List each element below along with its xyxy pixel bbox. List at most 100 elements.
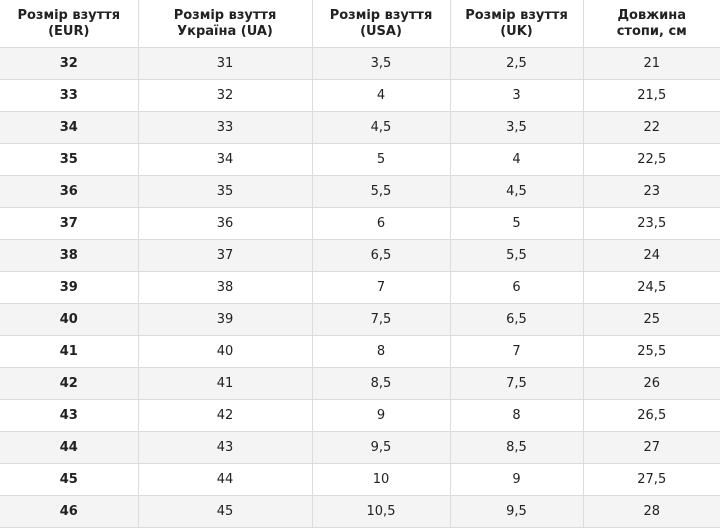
table-cell: 27,5 — [582, 463, 720, 496]
table-row: 43 42 9 8 26,5 — [0, 399, 720, 432]
table-cell: 3,5 — [311, 47, 451, 80]
table-cell: 8,5 — [311, 367, 451, 400]
table-cell: 5 — [311, 143, 451, 176]
table-cell: 22,5 — [582, 143, 720, 176]
table-cell: 10 — [311, 463, 451, 496]
table-cell: 9,5 — [311, 431, 451, 464]
table-cell: 4 — [311, 79, 451, 112]
table-cell: 26,5 — [582, 399, 720, 432]
table-cell: 7 — [449, 335, 584, 368]
table-row: 35 34 5 4 22,5 — [0, 143, 720, 176]
table-cell: 31 — [137, 47, 313, 80]
header-cell: Довжина стопи, см — [582, 0, 720, 48]
table-row: 41 40 8 7 25,5 — [0, 335, 720, 368]
table-body: 32 31 3,5 2,5 21 33 32 4 3 21,5 34 33 4,5 3,5 22 35 34 5 4… — [0, 47, 720, 528]
table-row: 42 41 8,5 7,5 26 — [0, 367, 720, 400]
table-cell: 23 — [582, 175, 720, 208]
table-row: 45 44 10 9 27,5 — [0, 463, 720, 496]
table-cell: 4,5 — [449, 175, 584, 208]
table-cell: 24,5 — [582, 271, 720, 304]
header-cell: Розмір взуття Україна (UA) — [137, 0, 313, 48]
table-cell: 45 — [137, 495, 313, 528]
table-cell: 42 — [0, 367, 139, 400]
table-header: Розмір взуття (EUR) Розмір взуття Україна… — [0, 0, 720, 48]
table-cell: 2,5 — [449, 47, 584, 80]
header-row: Розмір взуття (EUR) Розмір взуття Україна… — [0, 0, 720, 48]
table-cell: 24 — [582, 239, 720, 272]
table-cell: 26 — [582, 367, 720, 400]
table-cell: 7,5 — [449, 367, 584, 400]
table-cell: 34 — [0, 111, 139, 144]
table-cell: 6,5 — [311, 239, 451, 272]
table-cell: 36 — [0, 175, 139, 208]
table-cell: 23,5 — [582, 207, 720, 240]
header-cell: Розмір взуття (UK) — [449, 0, 584, 48]
table-cell: 41 — [0, 335, 139, 368]
table-cell: 28 — [582, 495, 720, 528]
table-cell: 21,5 — [582, 79, 720, 112]
table-cell: 39 — [137, 303, 313, 336]
table-cell: 9 — [449, 463, 584, 496]
table-cell: 5 — [449, 207, 584, 240]
table-cell: 43 — [137, 431, 313, 464]
table-cell: 27 — [582, 431, 720, 464]
table-cell: 8,5 — [449, 431, 584, 464]
table-cell: 7,5 — [311, 303, 451, 336]
table-cell: 32 — [0, 47, 139, 80]
table-cell: 3 — [449, 79, 584, 112]
table-row: 32 31 3,5 2,5 21 — [0, 47, 720, 80]
table-cell: 37 — [137, 239, 313, 272]
table-cell: 42 — [137, 399, 313, 432]
table-cell: 38 — [0, 239, 139, 272]
table-cell: 8 — [311, 335, 451, 368]
table-cell: 32 — [137, 79, 313, 112]
table-cell: 39 — [0, 271, 139, 304]
table-cell: 6,5 — [449, 303, 584, 336]
table-cell: 36 — [137, 207, 313, 240]
header-cell: Розмір взуття (EUR) — [0, 0, 139, 48]
table-cell: 7 — [311, 271, 451, 304]
table-cell: 35 — [0, 143, 139, 176]
table-cell: 44 — [0, 431, 139, 464]
table-cell: 4 — [449, 143, 584, 176]
table-cell: 40 — [137, 335, 313, 368]
table-cell: 46 — [0, 495, 139, 528]
table-row: 34 33 4,5 3,5 22 — [0, 111, 720, 144]
table-cell: 37 — [0, 207, 139, 240]
table-cell: 8 — [449, 399, 584, 432]
table-row: 36 35 5,5 4,5 23 — [0, 175, 720, 208]
table-cell: 43 — [0, 399, 139, 432]
table-row: 38 37 6,5 5,5 24 — [0, 239, 720, 272]
table-cell: 34 — [137, 143, 313, 176]
table-cell: 6 — [449, 271, 584, 304]
table-cell: 22 — [582, 111, 720, 144]
table-cell: 4,5 — [311, 111, 451, 144]
table-cell: 35 — [137, 175, 313, 208]
table-cell: 25 — [582, 303, 720, 336]
table-row: 46 45 10,5 9,5 28 — [0, 495, 720, 528]
table-cell: 45 — [0, 463, 139, 496]
table-cell: 9,5 — [449, 495, 584, 528]
table-cell: 10,5 — [311, 495, 451, 528]
table-cell: 41 — [137, 367, 313, 400]
table-cell: 44 — [137, 463, 313, 496]
table-cell: 5,5 — [449, 239, 584, 272]
table-cell: 40 — [0, 303, 139, 336]
table-cell: 33 — [137, 111, 313, 144]
header-cell: Розмір взуття (USA) — [311, 0, 451, 48]
table-cell: 21 — [582, 47, 720, 80]
table-row: 39 38 7 6 24,5 — [0, 271, 720, 304]
table-cell: 38 — [137, 271, 313, 304]
table-cell: 33 — [0, 79, 139, 112]
table-cell: 3,5 — [449, 111, 584, 144]
table-cell: 6 — [311, 207, 451, 240]
table-row: 44 43 9,5 8,5 27 — [0, 431, 720, 464]
table-row: 40 39 7,5 6,5 25 — [0, 303, 720, 336]
table-cell: 9 — [311, 399, 451, 432]
table-cell: 25,5 — [582, 335, 720, 368]
table-row: 37 36 6 5 23,5 — [0, 207, 720, 240]
table-cell: 5,5 — [311, 175, 451, 208]
table-row: 33 32 4 3 21,5 — [0, 79, 720, 112]
